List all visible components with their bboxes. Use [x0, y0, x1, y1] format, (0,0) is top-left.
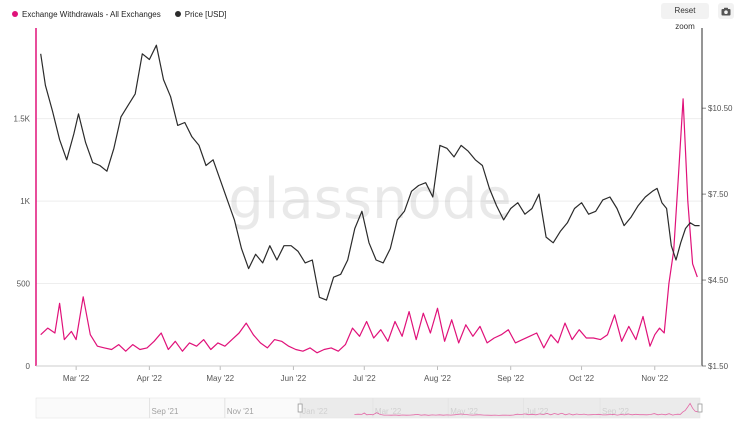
export-button[interactable]	[718, 3, 734, 19]
navigator-handle-left	[297, 403, 303, 413]
y-left-tick-label: 1K	[20, 197, 30, 206]
x-tick-label: Oct '22	[569, 374, 595, 383]
legend-item-price[interactable]: Price [USD]	[174, 9, 227, 19]
x-tick-label: Mar '22	[63, 374, 90, 383]
camera-icon	[721, 7, 731, 15]
navigator-series-line	[354, 402, 698, 416]
y-right-tick-label: $1.50	[708, 362, 729, 371]
series-line-withdrawals	[40, 98, 698, 354]
navigator-handle-right	[697, 403, 703, 413]
legend-marker-withdrawals	[12, 11, 18, 17]
x-tick-label: Jun '22	[281, 374, 307, 383]
x-tick-label: Sep '22	[497, 374, 524, 383]
navigator-tick-label: Sep '21	[152, 407, 179, 416]
legend-item-withdrawals[interactable]: Exchange Withdrawals - All Exchanges	[12, 10, 161, 19]
series-line-price	[40, 44, 700, 301]
chart-legend: Exchange Withdrawals - All Exchanges Pri…	[12, 7, 241, 21]
y-left-tick-label: 1.5K	[14, 115, 31, 124]
x-tick-label: May '22	[206, 374, 234, 383]
x-tick-label: Jul '22	[353, 374, 376, 383]
y-right-tick-label: $7.50	[708, 190, 729, 199]
watermark: glassnode	[228, 167, 512, 232]
y-left-tick-label: 500	[17, 280, 31, 289]
legend-label-price: Price [USD]	[184, 9, 227, 19]
x-tick-label: Aug '22	[424, 374, 451, 383]
navigator-selection	[300, 398, 700, 418]
y-left-tick-label: 0	[26, 362, 31, 371]
x-tick-label: Apr '22	[137, 374, 163, 383]
legend-label-withdrawals: Exchange Withdrawals - All Exchanges	[22, 9, 161, 19]
legend-marker-price	[174, 11, 181, 17]
reset-zoom-button[interactable]: Reset zoom	[661, 3, 709, 31]
navigator-tick-label: Nov '21	[227, 407, 254, 416]
x-tick-label: Nov '22	[641, 374, 668, 383]
y-right-tick-label: $4.50	[708, 276, 729, 285]
y-right-tick-label: $10.50	[708, 104, 733, 113]
